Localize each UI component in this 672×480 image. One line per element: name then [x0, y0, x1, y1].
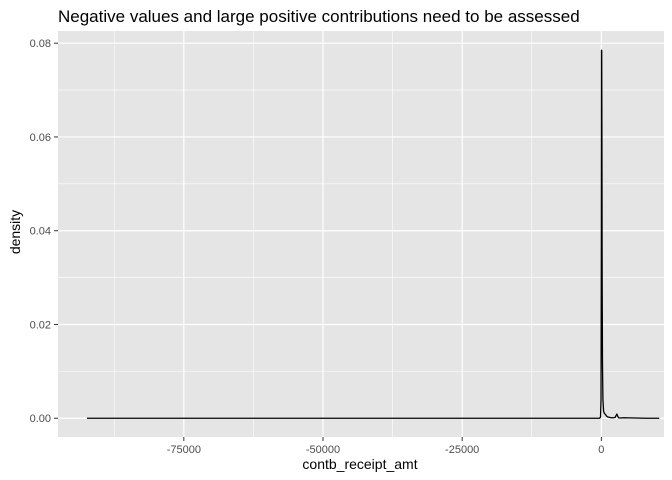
density-curve — [86, 49, 660, 419]
y-tick-label: 0.02 — [30, 319, 51, 331]
x-tick-label: -50000 — [306, 444, 340, 456]
x-tick-label: -75000 — [167, 444, 201, 456]
y-tick-label: 0.06 — [30, 132, 51, 144]
chart-title: Negative values and large positive contr… — [58, 7, 580, 26]
y-tick-label: 0.04 — [30, 226, 51, 238]
x-tick-label: 0 — [598, 444, 604, 456]
y-axis: 0.00 0.02 0.04 0.06 0.08 — [30, 38, 58, 425]
y-tick-label: 0.08 — [30, 38, 51, 50]
y-axis-title: density — [7, 210, 23, 254]
x-axis: -75000 -50000 -25000 0 — [167, 437, 604, 456]
x-axis-title: contb_receipt_amt — [302, 456, 417, 472]
minor-gridlines — [58, 31, 664, 437]
y-tick-label: 0.00 — [30, 413, 51, 425]
plot-panel — [58, 31, 664, 437]
x-tick-label: -25000 — [445, 444, 479, 456]
